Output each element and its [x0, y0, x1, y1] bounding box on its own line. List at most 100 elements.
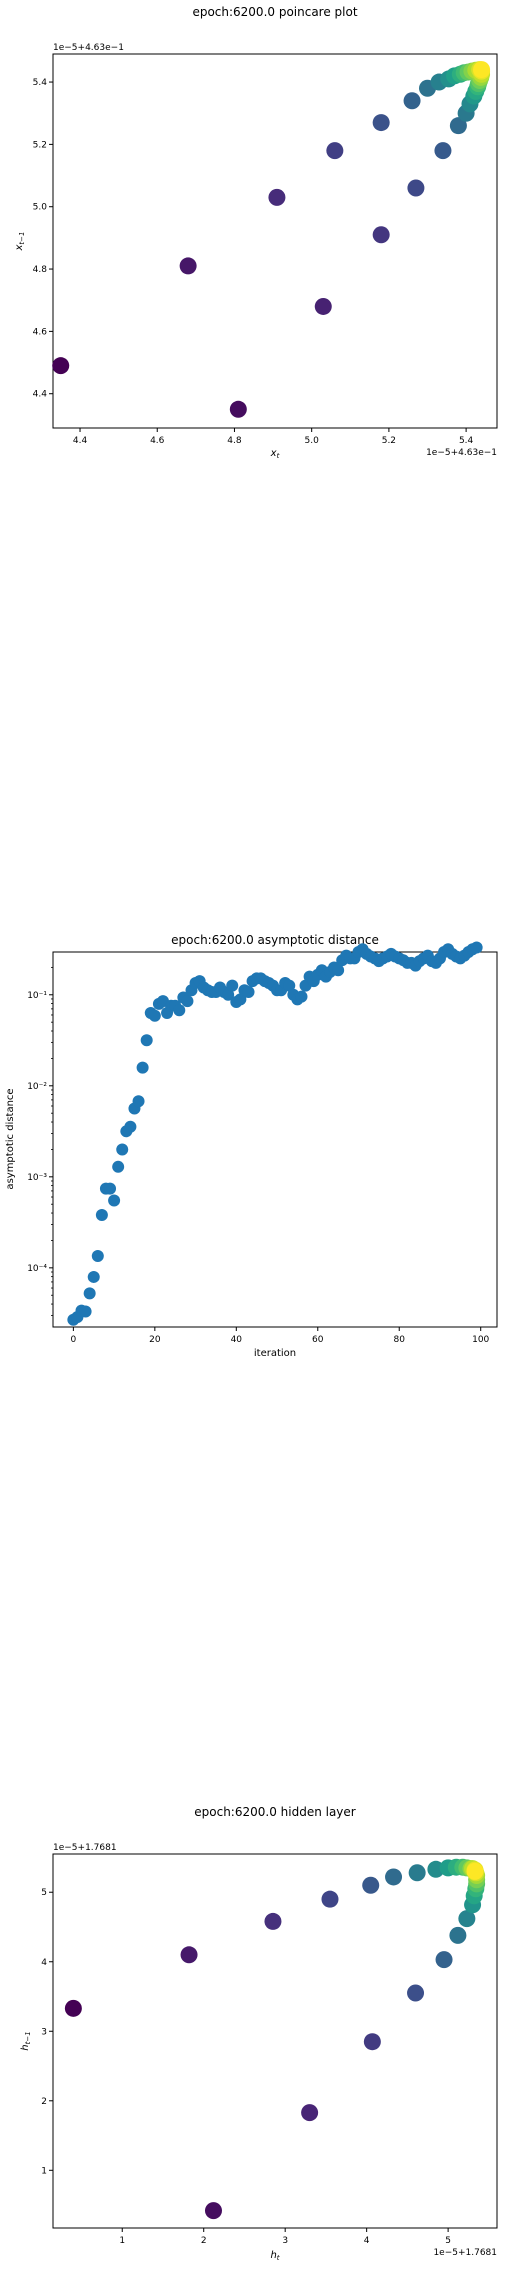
poincare-y-label: xt−1 [14, 232, 26, 252]
hidden-layer-point [362, 1876, 380, 1894]
hidden-layer-y-tick-label: 2 [41, 2097, 47, 2107]
poincare-x-tick-label: 4.8 [227, 436, 242, 446]
asymptotic-point [181, 995, 194, 1008]
poincare-point [372, 114, 390, 132]
hidden-layer-point [180, 1946, 198, 1964]
hidden-layer-point [204, 2202, 222, 2220]
asymptotic-point [222, 988, 235, 1001]
hidden-layer-points [64, 1858, 486, 2220]
asymptotic-point [79, 1305, 92, 1318]
poincare-point [314, 297, 332, 315]
poincare-title: epoch:6200.0 poincare plot [192, 5, 357, 19]
poincare-y-tick-label: 5.0 [33, 203, 48, 213]
asymptotic-x-tick-label: 20 [149, 1335, 161, 1345]
poincare-x-tick-label: 4.4 [73, 436, 88, 446]
poincare-point [326, 142, 344, 160]
asymptotic-point [83, 1287, 96, 1300]
asymptotic-points [67, 941, 483, 1326]
hidden-layer-x-tick-label: 1 [119, 2236, 125, 2246]
hidden-layer-x-ticks: 1 2 3 4 5 [119, 2228, 451, 2246]
poincare-y-offset-label: 1e−5+4.63e−1 [53, 43, 124, 53]
asymptotic-x-tick-label: 100 [472, 1335, 489, 1345]
poincare-points [52, 61, 491, 418]
hidden-layer-x-offset-label: 1e−5+1.7681 [433, 2248, 497, 2258]
hidden-layer-y-tick-label: 4 [41, 1958, 47, 1968]
asymptotic-y-label: asymptotic distance [5, 1088, 16, 1189]
poincare-point [449, 117, 467, 135]
asymptotic-point [108, 1194, 121, 1207]
poincare-point [229, 400, 247, 418]
poincare-point [407, 179, 425, 197]
asymptotic-point [234, 993, 247, 1006]
asymptotic-point [140, 1034, 153, 1047]
poincare-y-tick-label: 5.2 [33, 140, 47, 150]
poincare-point [52, 357, 70, 375]
hidden-layer-y-label: ht−1 [20, 2031, 32, 2050]
poincare-x-offset-label: 1e−5+4.63e−1 [426, 448, 497, 458]
hidden-layer-y-offset-label: 1e−5+1.7681 [53, 1843, 117, 1853]
poincare-point [268, 188, 286, 206]
asymptotic-y-tick-label: 10⁻¹ [27, 991, 47, 1001]
poincare-y-ticks: 4.4 4.6 4.8 5.0 5.2 5.4 [33, 78, 53, 400]
poincare-point [372, 226, 390, 244]
asymptotic-point [283, 979, 296, 992]
hidden-layer-y-tick-label: 5 [41, 1888, 47, 1898]
hidden-layer-x-tick-label: 5 [445, 2236, 451, 2246]
poincare-y-tick-label: 4.6 [33, 327, 48, 337]
poincare-point [179, 257, 197, 275]
poincare-plot-area [52, 53, 498, 429]
asymptotic-plot-area [52, 951, 498, 1328]
hidden-layer-x-tick-label: 3 [282, 2236, 288, 2246]
asymptotic-point [132, 1095, 145, 1108]
asymptotic-point [173, 1004, 186, 1017]
hidden-layer-x-tick-label: 4 [364, 2236, 370, 2246]
asymptotic-point [87, 1270, 100, 1283]
asymptotic-x-tick-label: 40 [231, 1335, 243, 1345]
asymptotic-y-ticks: 10⁻⁴ 10⁻³ 10⁻² 10⁻¹ [27, 966, 53, 1316]
poincare-y-tick-label: 4.4 [33, 390, 48, 400]
asymptotic-x-tick-label: 0 [70, 1335, 76, 1345]
hidden-layer-x-tick-label: 2 [201, 2236, 207, 2246]
poincare-chart: epoch:6200.0 poincare plot 1e−5+4.63e−1 … [14, 5, 498, 460]
poincare-point [403, 92, 421, 110]
asymptotic-point [112, 1160, 125, 1173]
asymptotic-point [136, 1061, 149, 1074]
hidden-layer-point [449, 1926, 467, 1944]
poincare-x-tick-label: 5.2 [382, 436, 396, 446]
hidden-layer-point [363, 2033, 381, 2051]
hidden-layer-point [435, 1951, 453, 1969]
poincare-x-ticks: 4.4 4.6 4.8 5.0 5.2 5.4 [73, 428, 474, 446]
asymptotic-point [332, 964, 345, 977]
hidden-layer-point [466, 1862, 484, 1880]
asymptotic-point [116, 1143, 129, 1156]
hidden-layer-point [458, 1910, 476, 1928]
asymptotic-point [295, 990, 308, 1003]
hidden-layer-y-tick-label: 3 [41, 2027, 47, 2037]
asymptotic-point [242, 986, 255, 999]
asymptotic-point [104, 1182, 117, 1195]
poincare-x-tick-label: 5.4 [459, 436, 474, 446]
hidden-layer-point [321, 1890, 339, 1908]
asymptotic-x-label: iteration [254, 1348, 296, 1359]
asymptotic-point [91, 1250, 104, 1263]
poincare-x-label: xt [270, 448, 280, 460]
hidden-layer-point [408, 1864, 426, 1882]
hidden-layer-point [301, 2104, 319, 2122]
poincare-point [473, 61, 491, 79]
poincare-y-tick-label: 4.8 [33, 265, 48, 275]
hidden-layer-y-tick-label: 1 [41, 2166, 47, 2176]
hidden-layer-chart: epoch:6200.0 hidden layer 1e−5+1.7681 1 2… [20, 1805, 498, 2262]
poincare-x-tick-label: 4.6 [150, 436, 165, 446]
asymptotic-x-tick-label: 80 [394, 1335, 406, 1345]
hidden-layer-point [64, 1999, 82, 2017]
asymptotic-distance-chart: epoch:6200.0 asymptotic distance 0 20 40 60… [5, 933, 498, 1359]
asymptotic-x-tick-label: 60 [312, 1335, 324, 1345]
hidden-layer-y-ticks: 1 2 3 4 5 [41, 1888, 53, 2176]
asymptotic-point [95, 1209, 108, 1222]
asymptotic-point [470, 941, 483, 954]
poincare-point [434, 142, 452, 160]
asymptotic-point [226, 979, 239, 992]
asymptotic-y-tick-label: 10⁻² [27, 1082, 47, 1092]
hidden-layer-x-label: ht [270, 2250, 279, 2262]
